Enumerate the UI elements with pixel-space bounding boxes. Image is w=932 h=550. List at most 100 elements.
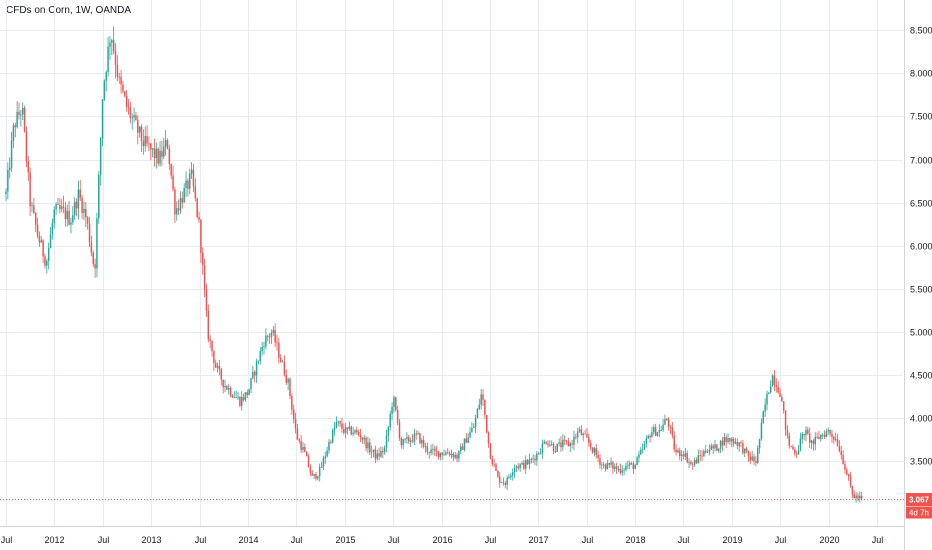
candle-body bbox=[716, 444, 718, 451]
candle-body bbox=[654, 427, 657, 436]
candle-body bbox=[209, 339, 211, 341]
candle-body bbox=[517, 466, 520, 469]
candle-body bbox=[853, 494, 855, 499]
candle-body bbox=[374, 449, 377, 459]
x-tick-label: Jul bbox=[775, 535, 787, 545]
candle-body bbox=[688, 462, 690, 463]
candle-body bbox=[185, 180, 187, 188]
candle-body bbox=[81, 197, 83, 214]
candle-body bbox=[385, 435, 388, 448]
candle-body bbox=[771, 375, 774, 387]
candle-body bbox=[484, 399, 486, 416]
candle-body bbox=[40, 240, 43, 243]
candle-body bbox=[708, 449, 711, 453]
candle-body bbox=[157, 148, 159, 164]
candle-body bbox=[586, 433, 588, 438]
x-tick-label: 2018 bbox=[625, 535, 645, 545]
candle-body bbox=[189, 173, 191, 189]
candle-body bbox=[777, 386, 779, 393]
candle-body bbox=[738, 442, 740, 446]
candle-body bbox=[742, 443, 744, 454]
candle-body bbox=[237, 396, 239, 398]
candle-body bbox=[693, 459, 696, 465]
candle-body bbox=[111, 40, 113, 43]
candle-body bbox=[344, 427, 347, 433]
candle-body bbox=[393, 397, 395, 407]
candle-body bbox=[556, 443, 559, 452]
candle-body bbox=[560, 442, 562, 448]
candle-body bbox=[827, 430, 830, 432]
candle-body bbox=[317, 476, 319, 479]
x-tick-label: Jul bbox=[872, 535, 884, 545]
x-tick-label: Jul bbox=[195, 535, 207, 545]
candle-body bbox=[784, 410, 787, 430]
candle-body bbox=[62, 206, 65, 208]
candle-body bbox=[244, 392, 247, 400]
candle-body bbox=[90, 242, 93, 253]
candle-body bbox=[309, 467, 312, 474]
candle-body bbox=[163, 146, 165, 157]
candle-body bbox=[859, 495, 861, 499]
candle-body bbox=[250, 378, 252, 390]
candle-body bbox=[200, 219, 202, 253]
candle-body bbox=[740, 442, 742, 444]
candle-body bbox=[112, 40, 115, 52]
candle-body bbox=[168, 148, 171, 165]
candle-body bbox=[72, 215, 74, 223]
x-tick-label: Jul bbox=[388, 535, 400, 545]
candle-body bbox=[222, 379, 224, 388]
candle-body bbox=[29, 172, 31, 207]
candle-body bbox=[487, 432, 490, 444]
candle-body bbox=[799, 438, 802, 450]
candle-body bbox=[554, 451, 557, 453]
candle-body bbox=[474, 418, 477, 428]
candle-body bbox=[263, 346, 265, 348]
candle-body bbox=[625, 465, 627, 470]
candle-body bbox=[99, 138, 102, 175]
candle-body bbox=[786, 429, 789, 436]
candle-body bbox=[591, 447, 594, 453]
candle-body bbox=[608, 462, 610, 465]
candle-body bbox=[458, 451, 460, 459]
candle-body bbox=[807, 429, 809, 434]
candle-body bbox=[369, 442, 371, 453]
candle-body bbox=[70, 222, 72, 225]
y-tick-label: 8.000 bbox=[910, 69, 932, 79]
candle-body bbox=[248, 389, 250, 395]
candle-body bbox=[142, 140, 145, 147]
candle-body bbox=[675, 449, 677, 453]
candle-body bbox=[294, 418, 297, 429]
candle-body bbox=[810, 440, 813, 443]
candle-body bbox=[398, 422, 401, 438]
candle-body bbox=[7, 170, 9, 192]
candle-body bbox=[480, 394, 482, 405]
candle-body bbox=[523, 462, 525, 469]
candle-body bbox=[138, 126, 141, 133]
candle-body bbox=[602, 464, 605, 466]
candle-body bbox=[849, 476, 852, 486]
candle-body bbox=[469, 432, 471, 438]
candle-body bbox=[283, 361, 286, 376]
candle-body bbox=[278, 342, 280, 358]
candle-body bbox=[573, 436, 575, 445]
candle-body bbox=[606, 462, 609, 470]
candle-body bbox=[456, 454, 458, 459]
candle-body bbox=[131, 117, 133, 119]
candle-body bbox=[612, 462, 614, 469]
candle-body bbox=[118, 76, 120, 78]
candle-body bbox=[402, 439, 404, 446]
candle-body bbox=[124, 91, 126, 96]
bar-countdown-label: 4d 7h bbox=[906, 506, 932, 519]
candle-body bbox=[77, 189, 80, 209]
candle-body bbox=[57, 204, 59, 206]
x-tick-label: 2017 bbox=[528, 535, 548, 545]
candle-body bbox=[539, 453, 542, 454]
candle-body bbox=[272, 330, 275, 333]
candle-body bbox=[498, 476, 501, 483]
candle-body bbox=[463, 438, 466, 450]
candle-body bbox=[513, 467, 516, 473]
candle-body bbox=[337, 421, 339, 423]
candle-body bbox=[753, 456, 755, 461]
candle-body bbox=[370, 451, 373, 453]
